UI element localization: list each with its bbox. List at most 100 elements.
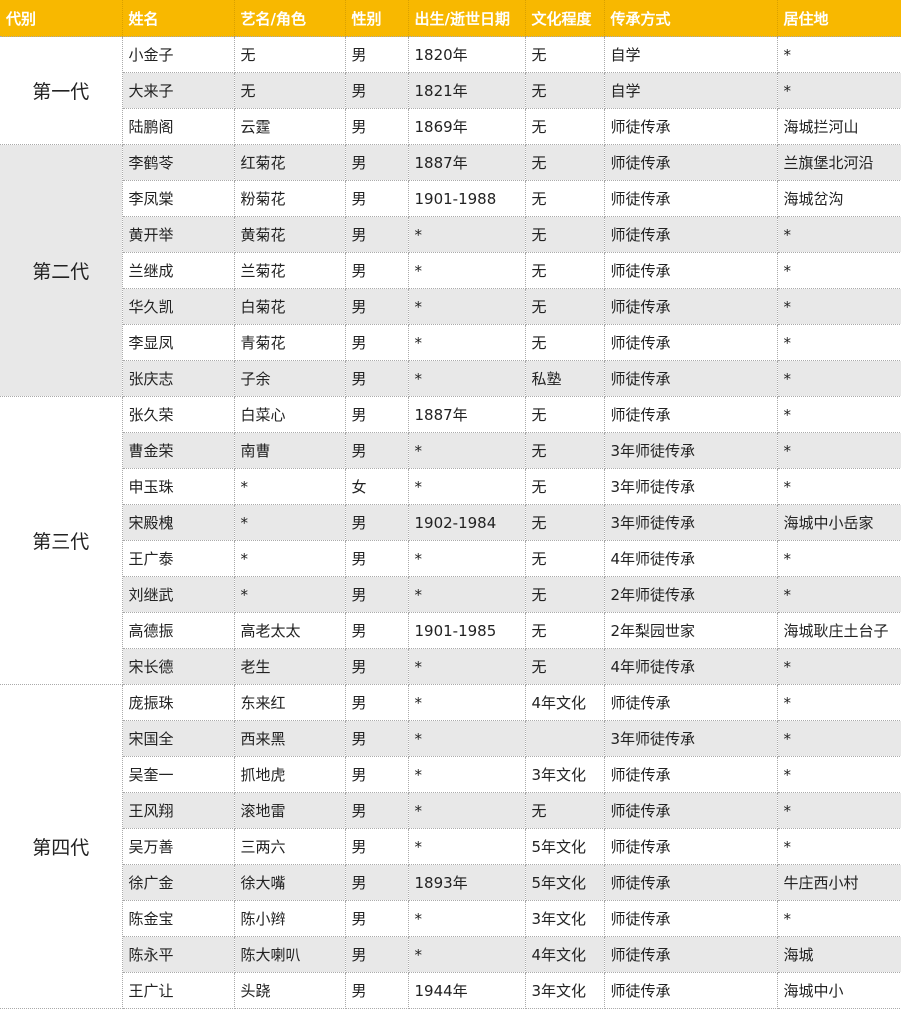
cell-gender: 男 bbox=[344, 900, 409, 937]
cell-stage-name: 老生 bbox=[233, 648, 346, 685]
cell-name: 宋国全 bbox=[121, 720, 235, 757]
cell-name: 徐广金 bbox=[121, 864, 235, 901]
cell-residence: 海城拦河山 bbox=[776, 108, 901, 145]
cell-dates: 1820年 bbox=[407, 36, 526, 73]
cell-gender: 男 bbox=[344, 864, 409, 901]
cell-dates: * bbox=[407, 900, 526, 937]
cell-dates: * bbox=[407, 540, 526, 577]
cell-inheritance: 师徒传承 bbox=[603, 756, 778, 793]
cell-residence: * bbox=[776, 792, 901, 829]
cell-education: 无 bbox=[524, 432, 605, 469]
cell-gender: 男 bbox=[344, 828, 409, 865]
cell-residence: * bbox=[776, 396, 901, 433]
cell-name: 高德振 bbox=[121, 612, 235, 649]
cell-education: 无 bbox=[524, 216, 605, 253]
cell-name: 李鹤苓 bbox=[121, 144, 235, 181]
cell-gender: 男 bbox=[344, 108, 409, 145]
cell-stage-name: 东来红 bbox=[233, 684, 346, 721]
cell-residence: * bbox=[776, 720, 901, 757]
cell-gender: 男 bbox=[344, 432, 409, 469]
cell-inheritance: 师徒传承 bbox=[603, 360, 778, 397]
cell-gender: 男 bbox=[344, 180, 409, 217]
cell-stage-name: 兰菊花 bbox=[233, 252, 346, 289]
cell-education: 5年文化 bbox=[524, 864, 605, 901]
column-header-gender: 性别 bbox=[344, 0, 408, 37]
cell-residence: * bbox=[776, 252, 901, 289]
table-row: 第二代 李鹤苓 红菊花男 1887年无师徒传承 兰旗堡北河沿 bbox=[0, 144, 901, 397]
cell-residence: 兰旗堡北河沿 bbox=[776, 144, 901, 181]
cell-education: 无 bbox=[524, 576, 605, 613]
cell-stage-name: 滚地雷 bbox=[233, 792, 346, 829]
cell-gender: 男 bbox=[344, 252, 409, 289]
cell-dates: 1944年 bbox=[407, 972, 526, 1009]
cell-dates: 1901-1985 bbox=[407, 612, 526, 649]
cell-education: 无 bbox=[524, 72, 605, 109]
cell-gender: 女 bbox=[344, 468, 409, 505]
cell-gender: 男 bbox=[344, 144, 409, 181]
cell-gender: 男 bbox=[344, 972, 409, 1009]
cell-gender: 男 bbox=[344, 576, 409, 613]
cell-stage-name: 子余 bbox=[233, 360, 346, 397]
cell-stage-name: 红菊花 bbox=[233, 144, 346, 181]
cell-inheritance: 自学 bbox=[603, 36, 778, 73]
table-row: 第一代 小金子无男 1820年无自学 * bbox=[0, 36, 901, 145]
cell-education: 无 bbox=[524, 324, 605, 361]
cell-education: 无 bbox=[524, 144, 605, 181]
table-row: 宋殿槐 * 男 1902-1984 无 3年师徒传承 海城中小岳家 bbox=[0, 504, 901, 541]
cell-dates: 1869年 bbox=[407, 108, 526, 145]
cell-education: 3年文化 bbox=[524, 756, 605, 793]
column-header-inheritance: 传承方式 bbox=[603, 0, 777, 37]
cell-name: 申玉珠 bbox=[121, 468, 235, 505]
cell-inheritance: 师徒传承 bbox=[603, 972, 778, 1009]
cell-inheritance: 师徒传承 bbox=[603, 792, 778, 829]
cell-inheritance: 师徒传承 bbox=[603, 252, 778, 289]
cell-gender: 男 bbox=[344, 936, 409, 973]
table-row: 兰继成 兰菊花男 * 无师徒传承 * bbox=[0, 252, 901, 289]
cell-stage-name: * bbox=[233, 468, 346, 505]
cell-stage-name: 陈小辫 bbox=[233, 900, 346, 937]
table-row: 第四代 庞振珠 东来红男 * 4年文化 师徒传承 * bbox=[0, 684, 901, 1009]
cell-stage-name: 白菜心 bbox=[233, 396, 346, 433]
table-row: 华久凯 白菊花男 * 无师徒传承 * bbox=[0, 288, 901, 325]
cell-inheritance: 2年师徒传承 bbox=[603, 576, 778, 613]
table-row: 王广泰 * 男 * 无 4年师徒传承 * bbox=[0, 540, 901, 577]
cell-name: 兰继成 bbox=[121, 252, 235, 289]
cell-name: 华久凯 bbox=[121, 288, 235, 325]
cell-residence: * bbox=[776, 36, 901, 73]
cell-dates: 1901-1988 bbox=[407, 180, 526, 217]
cell-stage-name: 粉菊花 bbox=[233, 180, 346, 217]
cell-residence: * bbox=[776, 360, 901, 397]
cell-gender: 男 bbox=[344, 540, 409, 577]
column-header-residence: 居住地 bbox=[776, 0, 901, 37]
column-header-name: 姓名 bbox=[121, 0, 234, 37]
generation-label: 第二代 bbox=[0, 144, 123, 397]
table-row: 大来子无男 1821年无自学 * bbox=[0, 72, 901, 109]
cell-gender: 男 bbox=[344, 36, 409, 73]
cell-residence: * bbox=[776, 756, 901, 793]
table-row: 刘继武 * 男 * 无 2年师徒传承 * bbox=[0, 576, 901, 613]
cell-name: 王风翔 bbox=[121, 792, 235, 829]
cell-education: 4年文化 bbox=[524, 684, 605, 721]
table-row: 高德振 高老太太男 1901-1985 无 2年梨园世家 海城耿庄土台子 bbox=[0, 612, 901, 649]
table-row: 王广让 头跷男 1944年 3年文化 师徒传承 海城中小 bbox=[0, 972, 901, 1009]
cell-dates: * bbox=[407, 360, 526, 397]
cell-residence: * bbox=[776, 900, 901, 937]
cell-inheritance: 师徒传承 bbox=[603, 864, 778, 901]
cell-name: 王广泰 bbox=[121, 540, 235, 577]
cell-dates: * bbox=[407, 792, 526, 829]
cell-stage-name: 无 bbox=[233, 36, 346, 73]
generation-label: 第三代 bbox=[0, 396, 123, 685]
column-header-education: 文化程度 bbox=[524, 0, 604, 37]
cell-stage-name: 云霆 bbox=[233, 108, 346, 145]
cell-name: 李凤棠 bbox=[121, 180, 235, 217]
cell-stage-name: 高老太太 bbox=[233, 612, 346, 649]
cell-inheritance: 师徒传承 bbox=[603, 288, 778, 325]
cell-name: 大来子 bbox=[121, 72, 235, 109]
cell-education: 无 bbox=[524, 792, 605, 829]
cell-inheritance: 师徒传承 bbox=[603, 396, 778, 433]
cell-dates: * bbox=[407, 576, 526, 613]
cell-name: 张久荣 bbox=[121, 396, 235, 433]
cell-residence: 海城中小岳家 bbox=[776, 504, 901, 541]
column-header-dates: 出生/逝世日期 bbox=[407, 0, 525, 37]
cell-education: 私塾 bbox=[524, 360, 605, 397]
